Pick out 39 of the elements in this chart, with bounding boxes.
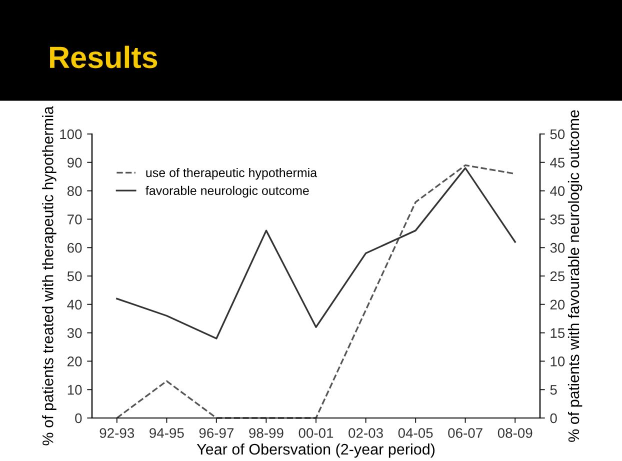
legend-label: favorable neurologic outcome: [146, 186, 309, 198]
y-tick-label: 50: [67, 271, 82, 282]
y2-tick-label: 10: [550, 356, 565, 366]
y2-tick-label: 45: [550, 158, 565, 168]
y-tick-label: 100: [60, 129, 82, 140]
line-series: [116, 164, 516, 419]
y-tick-label: 60: [68, 242, 82, 253]
y-tick-label: 30: [67, 328, 82, 338]
y-tick-label: 10: [68, 384, 82, 395]
y2-tick-label: 35: [550, 214, 565, 224]
y2-tick-label: 40: [550, 186, 565, 196]
y2-tick-label: 50: [550, 129, 565, 140]
y2-axis-title: % of patients with favourable neurologic outcome: [568, 110, 582, 442]
x-tick-label: 92-93: [100, 428, 134, 438]
y-tick-label: 80: [67, 186, 82, 196]
y2-tick-label: 30: [550, 242, 565, 253]
y2-tick-label: 20: [550, 300, 565, 310]
y-tick-label: 40: [67, 300, 82, 310]
y-tick-label: 70: [68, 214, 82, 224]
x-tick-label: 02-03: [348, 428, 383, 438]
x-axis-title: Year of Obersvation (2-year period): [196, 443, 435, 458]
y-tick-label: 0: [75, 413, 82, 424]
x-tick-label: 98-99: [249, 428, 284, 438]
y-tick-label: 90: [67, 158, 82, 168]
y2-tick-label: 25: [550, 271, 565, 282]
chart-title: Results: [50, 46, 158, 68]
x-tick-label: 96-97: [199, 428, 234, 438]
y2-tick-label: 5: [550, 385, 557, 395]
x-tick-label: 04-05: [398, 428, 433, 438]
y-tick-label: 20: [68, 356, 82, 366]
y2-tick-label: 0: [550, 413, 557, 424]
x-tick-label: 94-95: [150, 428, 184, 438]
x-tick-label: 08-09: [498, 428, 532, 438]
x-tick-label: 06-07: [448, 428, 482, 438]
x-tick-label: 00-01: [298, 428, 334, 438]
y2-tick-label: 15: [550, 328, 565, 338]
legend-label: use of therapeutic hypothermia: [146, 168, 318, 180]
line-series: [116, 167, 516, 340]
y-axis-title: % of patients treated with therapeutic hypothermia: [42, 106, 56, 446]
